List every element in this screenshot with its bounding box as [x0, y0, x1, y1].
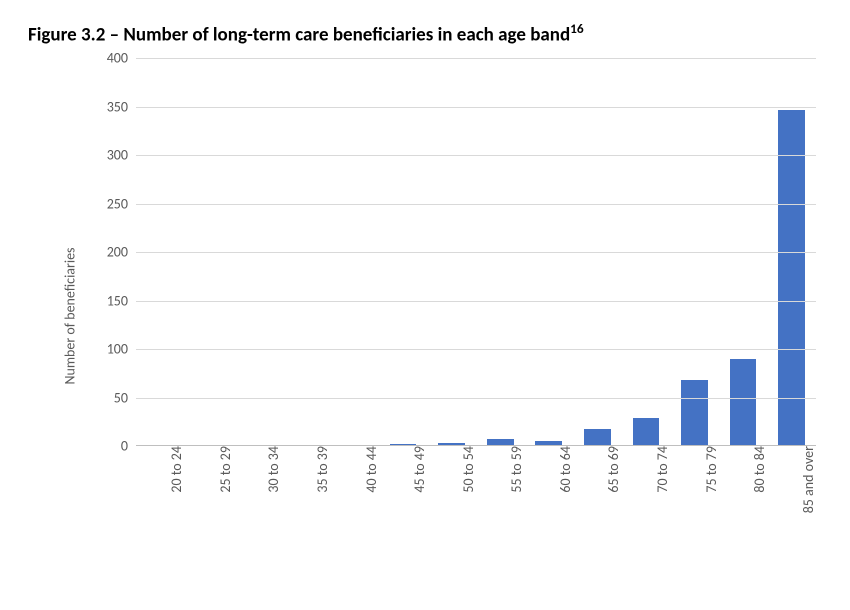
- bar: [584, 429, 611, 446]
- plot-area: 20 to 2425 to 2930 to 3435 to 3940 to 44…: [136, 58, 816, 446]
- x-tick-label: 85 and over: [792, 446, 817, 513]
- x-tick-label: 35 to 39: [306, 446, 331, 493]
- y-tick-label: 0: [121, 438, 136, 455]
- x-tick-label: 45 to 49: [403, 446, 428, 493]
- gridline: [136, 252, 816, 253]
- bar: [778, 110, 805, 447]
- figure-title: Figure 3.2 – Number of long-term care be…: [28, 20, 822, 46]
- y-tick-label: 250: [107, 195, 136, 212]
- bar: [681, 380, 708, 446]
- y-axis-label: Number of beneficiaries: [62, 248, 79, 385]
- x-tick-label: 80 to 84: [743, 446, 768, 493]
- figure-title-text: Number of long-term care beneficiaries i…: [123, 23, 570, 46]
- y-tick-label: 150: [107, 292, 136, 309]
- x-tick-label: 60 to 64: [549, 446, 574, 493]
- x-tick-label: 75 to 79: [695, 446, 720, 493]
- x-tick-label: 65 to 69: [597, 446, 622, 493]
- x-tick-label: 40 to 44: [355, 446, 380, 493]
- x-tick-label: 70 to 74: [646, 446, 671, 493]
- y-tick-label: 300: [107, 147, 136, 164]
- gridline: [136, 398, 816, 399]
- bar: [633, 418, 660, 446]
- x-tick-label: 20 to 24: [160, 446, 185, 493]
- figure-container: Figure 3.2 – Number of long-term care be…: [0, 0, 850, 610]
- y-tick-label: 350: [107, 98, 136, 115]
- x-tick-label: 55 to 59: [500, 446, 525, 493]
- bar: [730, 359, 757, 446]
- y-tick-label: 200: [107, 244, 136, 261]
- gridline: [136, 204, 816, 205]
- figure-title-prefix: Figure 3.2 –: [28, 23, 123, 46]
- gridline: [136, 155, 816, 156]
- chart: Number of beneficiaries 20 to 2425 to 29…: [28, 56, 822, 576]
- x-tick-label: 30 to 34: [257, 446, 282, 493]
- gridline: [136, 107, 816, 108]
- gridline: [136, 349, 816, 350]
- gridline: [136, 58, 816, 59]
- figure-title-footnote: 16: [570, 20, 583, 37]
- y-tick-label: 400: [107, 50, 136, 67]
- x-tick-label: 50 to 54: [452, 446, 477, 493]
- y-tick-label: 100: [107, 341, 136, 358]
- y-tick-label: 50: [114, 389, 136, 406]
- gridline: [136, 301, 816, 302]
- x-tick-label: 25 to 29: [209, 446, 234, 493]
- x-axis-line: [136, 445, 816, 446]
